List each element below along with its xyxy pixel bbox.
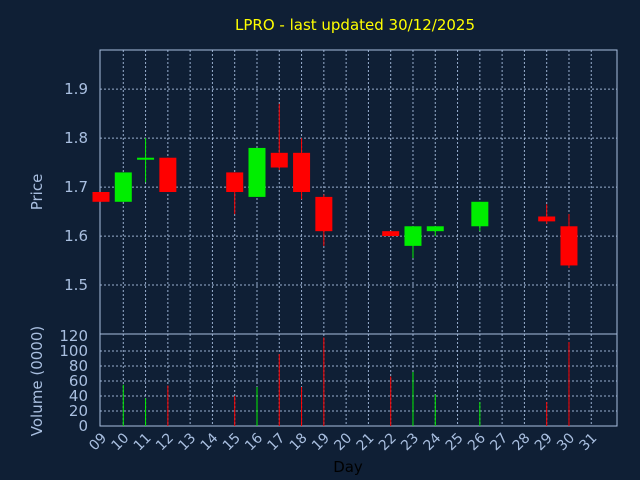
- x-tick-label: 31: [576, 430, 600, 454]
- candle-body: [137, 157, 155, 160]
- chart-title: LPRO - last updated 30/12/2025: [235, 16, 475, 34]
- volume-tick-label: 120: [59, 327, 88, 345]
- x-tick-label: 27: [487, 430, 511, 454]
- price-tick-label: 1.6: [64, 227, 88, 245]
- grid-layer: [99, 49, 618, 427]
- volume-panel-frame: [99, 333, 618, 427]
- candle-body: [92, 192, 110, 202]
- candle-body: [248, 147, 266, 197]
- price-axis-label: Price: [28, 174, 46, 211]
- price-tick-label: 1.7: [64, 178, 88, 196]
- candle-body: [404, 226, 422, 246]
- x-tick-label: 19: [309, 430, 333, 454]
- x-tick-label: 23: [398, 430, 422, 454]
- candle-body: [270, 152, 288, 168]
- volume-tick-label: 40: [69, 387, 88, 405]
- x-tick-label: 18: [287, 430, 311, 454]
- candle-body: [226, 172, 244, 192]
- candle-body: [426, 226, 444, 232]
- volume-axis-label: Volume (0000): [28, 326, 46, 436]
- candle-body: [471, 201, 489, 227]
- x-tick-label: 11: [131, 430, 155, 454]
- ticks-layer: 0910111213141516171819202122232425262728…: [59, 80, 600, 454]
- candle-body: [560, 226, 578, 266]
- x-tick-label: 29: [532, 430, 556, 454]
- x-tick-label: 25: [443, 430, 467, 454]
- volume-tick-label: 60: [69, 372, 88, 390]
- price-tick-label: 1.5: [64, 276, 88, 294]
- x-tick-label: 15: [220, 430, 244, 454]
- candle-body: [159, 157, 177, 192]
- volume-tick-label: 100: [59, 342, 88, 360]
- candle-body: [114, 172, 132, 202]
- candle-body: [315, 196, 333, 232]
- price-tick-label: 1.8: [64, 129, 88, 147]
- x-tick-label: 13: [175, 430, 199, 454]
- x-tick-label: 09: [86, 430, 110, 454]
- volume-tick-label: 80: [69, 357, 88, 375]
- volume-tick-label: 0: [78, 417, 88, 435]
- x-tick-label: 30: [554, 430, 578, 454]
- x-tick-label: 12: [153, 430, 177, 454]
- x-tick-label: 17: [264, 430, 288, 454]
- price-panel-frame: [99, 49, 618, 335]
- x-tick-label: 24: [420, 430, 444, 454]
- volume-tick-label: 20: [69, 402, 88, 420]
- marks-layer: [92, 103, 578, 426]
- price-tick-label: 1.9: [64, 80, 88, 98]
- candle-body: [293, 152, 311, 192]
- x-tick-label: 20: [331, 430, 355, 454]
- x-tick-label: 28: [510, 430, 534, 454]
- x-tick-label: 14: [198, 430, 222, 454]
- x-tick-label: 10: [108, 430, 132, 454]
- x-tick-label: 26: [465, 430, 489, 454]
- x-tick-label: 21: [354, 430, 378, 454]
- candle-body: [382, 231, 400, 237]
- x-axis-label: Day: [333, 458, 363, 476]
- x-tick-label: 22: [376, 430, 400, 454]
- x-tick-label: 16: [242, 430, 266, 454]
- candle-body: [538, 216, 556, 222]
